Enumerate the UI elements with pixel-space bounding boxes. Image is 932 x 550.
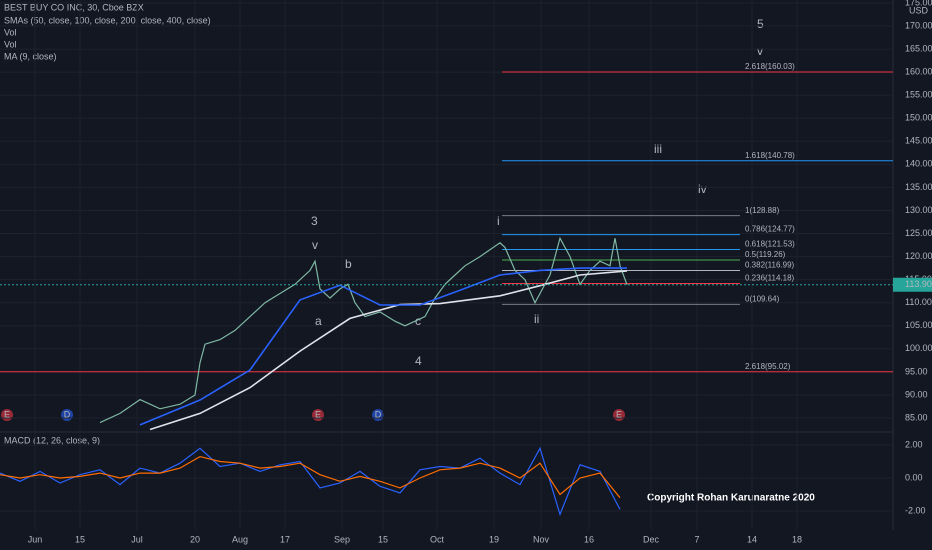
y-tick-label: 85.00 [905,412,928,422]
x-tick-label: Aug [232,534,248,544]
y-tick-label: 125.00 [905,228,932,238]
wave-label: ii [534,312,539,326]
indicator-label: SMAs (50, close, 100, close, 200, close,… [4,15,211,25]
y-tick-label: 90.00 [905,389,928,399]
x-tick-label: Oct [430,534,445,544]
y-tick-label: 130.00 [905,205,932,215]
x-tick-label: 7 [694,534,699,544]
event-label: D [64,409,71,419]
fib-label: 2.618(160.03) [745,62,795,71]
indicator-label: Vol [4,39,17,49]
annotations: 5 v iii iv 3 v b a c i ii 4 [311,17,764,368]
y-tick-label: 0.00 [905,472,923,482]
last-price-label: 113.90 [905,279,932,289]
x-tick-label: 14 [747,534,757,544]
wave-label: 5 [757,17,764,31]
y-tick-label: 145.00 [905,136,932,146]
x-tick-label: 16 [584,534,594,544]
event-label: E [616,409,622,419]
x-tick-label: 15 [378,534,388,544]
y-tick-label: 155.00 [905,90,932,100]
fib-label: 0.236(114.18) [745,274,795,283]
fib-label: 0.786(124.77) [745,225,795,234]
wave-label: a [315,314,322,328]
fib-label: 1.618(140.78) [745,151,795,160]
axis-unit: USD [909,5,929,15]
x-tick-label: 19 [489,534,499,544]
macd-title: MACD (12, 26, close, 9) [4,435,100,445]
y-tick-label: 95.00 [905,366,928,376]
series-line [99,236,628,424]
wave-label: c [415,314,421,328]
y-tick-label: 170.00 [905,20,932,30]
event-label: D [375,409,382,419]
event-label: E [4,409,10,419]
wave-label: i [497,214,500,228]
fib-label: 0.618(121.53) [745,240,795,249]
fib-label: 2.618(95.02) [745,362,791,371]
y-tick-label: -2.00 [905,505,926,515]
x-tick-label: Sep [334,534,350,544]
y-tick-label: 100.00 [905,343,932,353]
y-tick-label: 175.00 [905,0,932,7]
x-tick-label: 17 [280,534,290,544]
indicator-label: MA (9, close) [4,51,57,61]
wave-label: 3 [311,214,318,228]
wave-label: 4 [415,354,422,368]
y-tick-label: 140.00 [905,159,932,169]
y-tick-label: 2.00 [905,439,923,449]
y-tick-label: 165.00 [905,43,932,53]
macd-line [0,455,621,499]
wave-label: v [757,44,763,58]
fib-label: 0(109.64) [745,294,780,303]
x-tick-label: Dec [643,534,660,544]
wave-label: iv [698,182,707,196]
event-label: E [315,409,321,419]
series-line [139,267,627,426]
x-tick-label: 18 [792,534,802,544]
y-tick-label: 105.00 [905,320,932,330]
x-tick-label: 20 [190,534,200,544]
fib-label: 0.5(119.26) [745,250,786,259]
last-price-box [893,277,932,292]
wave-label: b [345,257,352,271]
macd-line [0,446,621,517]
x-tick-label: Jul [131,534,143,544]
y-tick-label: 150.00 [905,113,932,123]
y-tick-label: 160.00 [905,67,932,77]
copyright: Copyright Rohan Karunaratne 2020 [647,493,815,504]
chart-title: BEST BUY CO INC, 30, Cboe BZX [4,2,144,12]
y-tick-label: 120.00 [905,251,932,261]
y-tick-label: 135.00 [905,182,932,192]
x-tick-label: Jun [28,534,43,544]
wave-label: v [312,238,318,252]
fib-label: 1(128.88) [745,206,780,215]
y-tick-label: 110.00 [905,297,932,307]
x-tick-label: 15 [75,534,85,544]
fib-label: 0.382(116.99) [745,261,795,270]
wave-label: iii [654,142,662,156]
indicator-label: Vol [4,27,17,37]
x-tick-label: Nov [533,534,550,544]
